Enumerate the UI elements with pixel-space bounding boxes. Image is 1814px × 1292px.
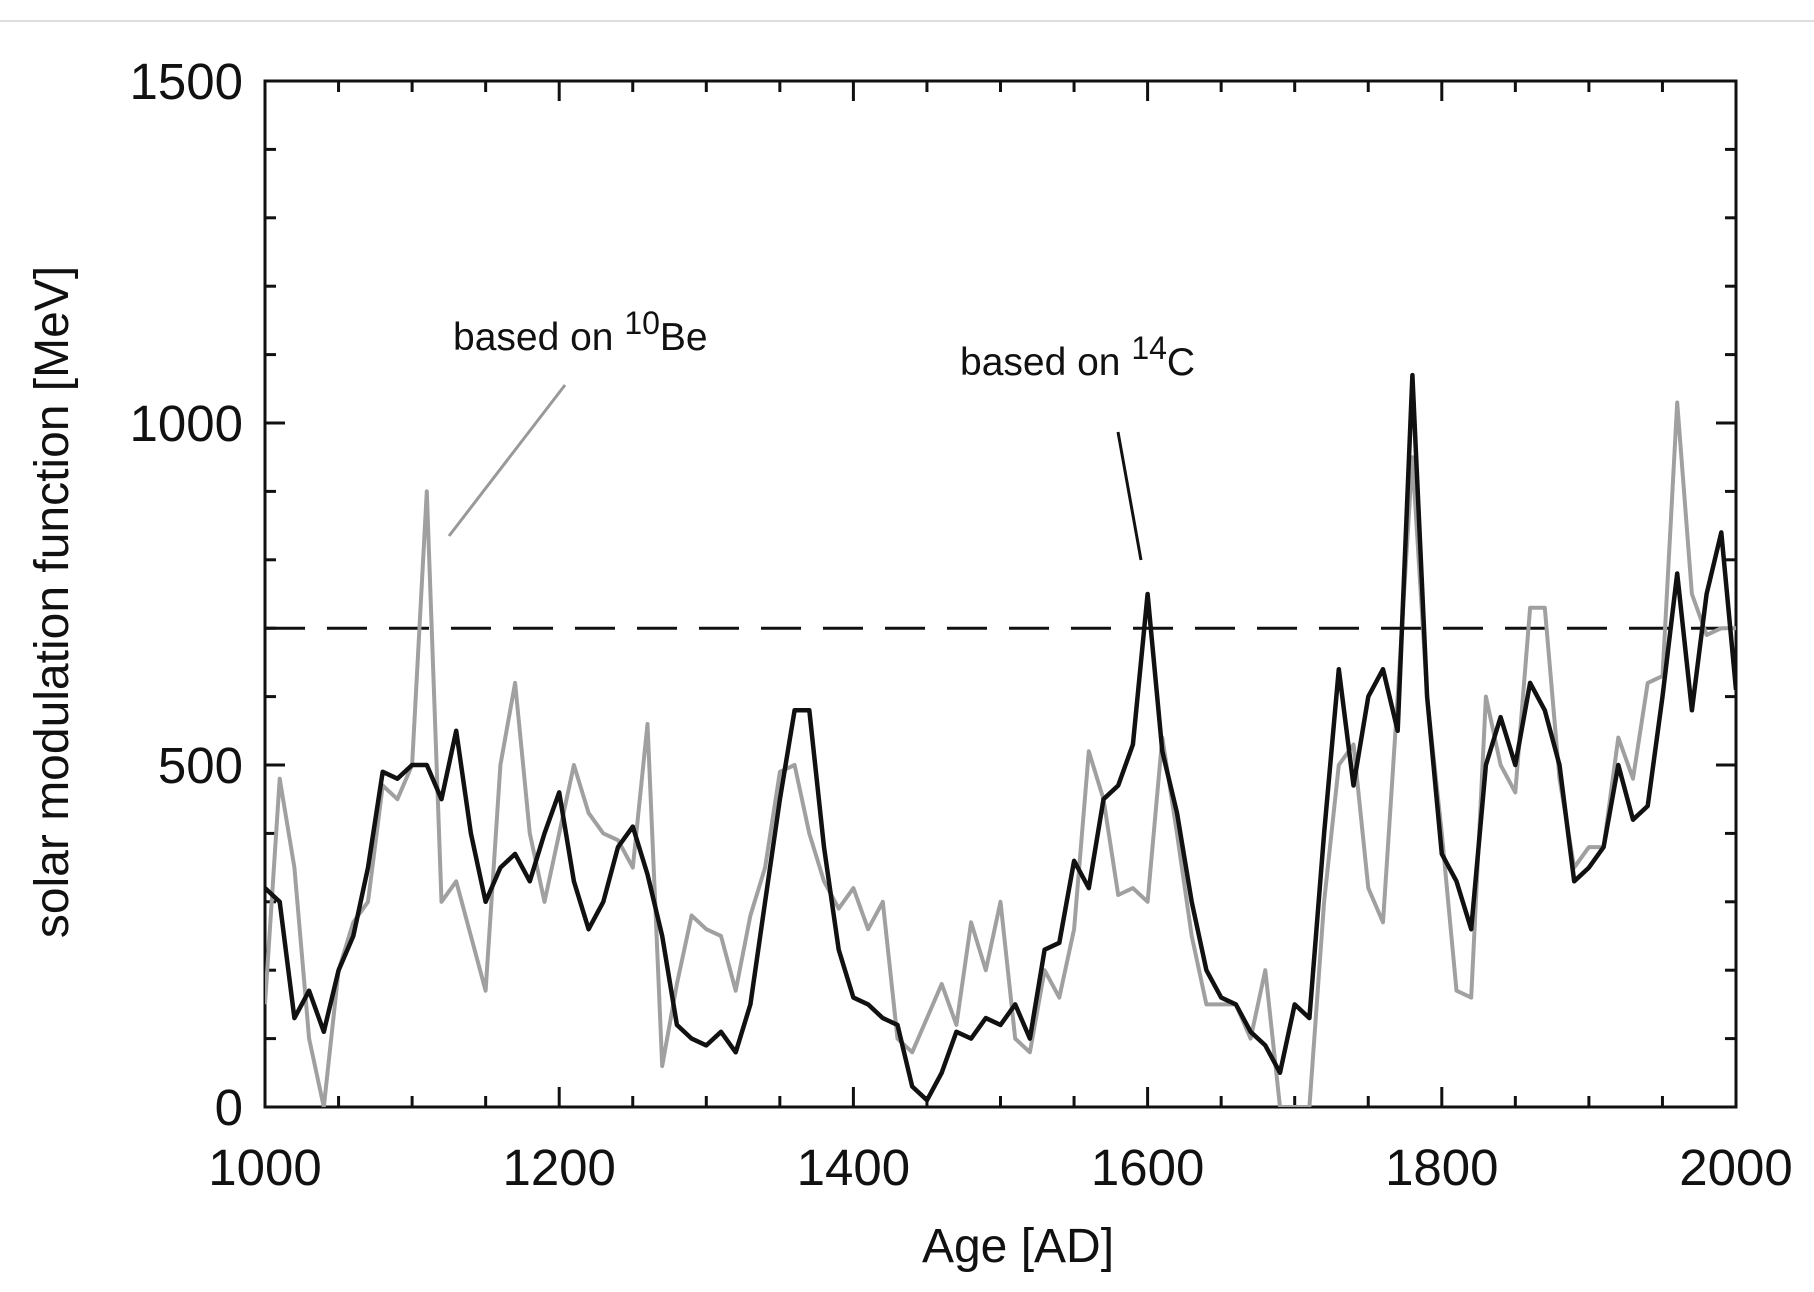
annotation-text: C [1167, 341, 1195, 384]
x-tick-label: 1400 [797, 1139, 910, 1196]
annotation-text: Be [660, 316, 708, 359]
y-tick-label: 1000 [130, 395, 243, 452]
annotation: based on 10Be [453, 305, 708, 359]
leader-line [1116, 431, 1143, 561]
x-axis-label: Age [AD] [922, 1220, 1114, 1273]
x-tick-label: 1000 [208, 1139, 321, 1196]
x-tick-label: 1800 [1385, 1139, 1498, 1196]
annotation-sup: 14 [1131, 330, 1167, 366]
annotation-text: based on [960, 341, 1131, 384]
x-tick-label: 1600 [1091, 1139, 1204, 1196]
plot-frame [263, 79, 1738, 1109]
y-tick-label: 1500 [130, 53, 243, 110]
annotation: based on 14C [960, 330, 1195, 384]
annotation-text: based on [453, 316, 624, 359]
y-tick-label: 0 [215, 1079, 243, 1136]
series-line [265, 372, 1736, 1103]
series-line [265, 400, 1736, 1107]
y-axis-label: solar modulation function [MeV] [26, 266, 79, 938]
leader-line [447, 384, 567, 537]
x-tick-label: 1200 [502, 1139, 615, 1196]
annotation-sup: 10 [624, 305, 660, 341]
x-tick-label: 2000 [1679, 1139, 1792, 1196]
y-tick-label: 500 [158, 737, 243, 794]
